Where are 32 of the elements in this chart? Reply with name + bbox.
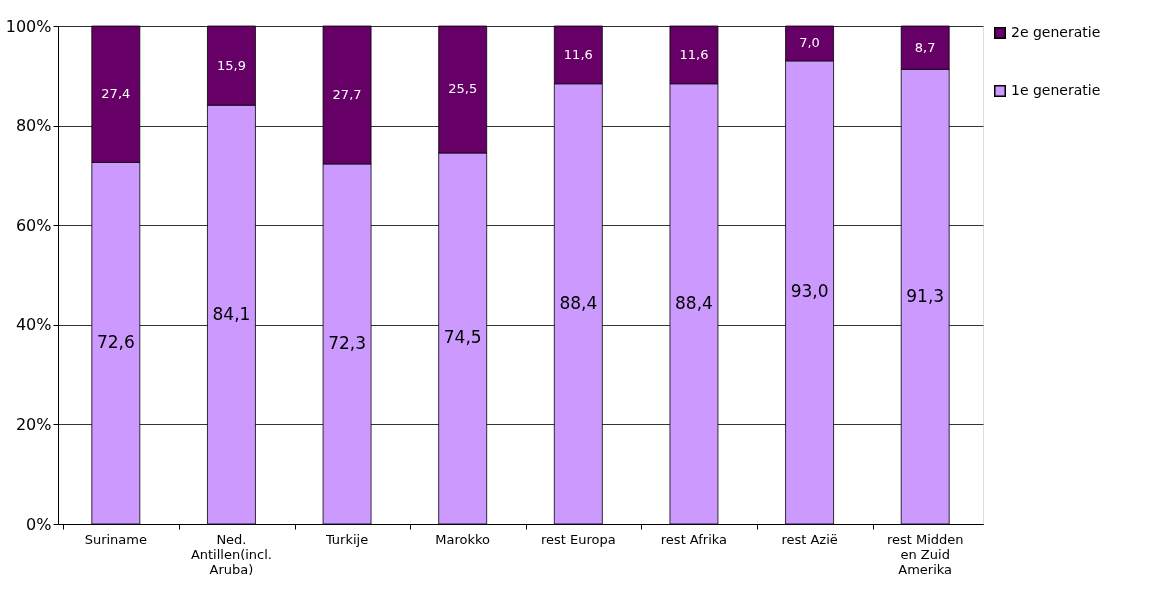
data-label: 84,1 [212, 303, 251, 324]
x-tick-label: rest Afrika [660, 531, 728, 547]
legend-label: 1e generatie [1011, 82, 1101, 98]
x-tick-label: rest Europa [540, 531, 616, 547]
x-tick-label: Suriname [84, 531, 147, 547]
x-tick-label: rest Azië [781, 531, 838, 547]
data-label: 93,0 [790, 281, 829, 302]
y-tick-label: 20% [15, 414, 52, 434]
data-label: 72,6 [96, 332, 135, 353]
data-label: 15,9 [216, 57, 246, 73]
data-label: 25,5 [448, 81, 478, 97]
y-tick-label: 100% [5, 16, 52, 36]
data-label: 88,4 [559, 292, 598, 313]
y-tick-label: 80% [15, 116, 52, 136]
data-label: 91,3 [906, 285, 945, 306]
y-tick-label: 40% [15, 315, 52, 335]
data-label: 7,0 [799, 35, 820, 51]
legend-label: 2e generatie [1011, 24, 1101, 40]
data-label: 11,6 [679, 46, 709, 62]
x-tick-label: Ned. Antillen(incl. Aruba) [190, 531, 272, 577]
data-label: 88,4 [675, 292, 713, 313]
y-tick-label: 60% [15, 215, 52, 235]
y-tick-label: 0% [26, 514, 52, 534]
data-label: 11,6 [563, 46, 593, 62]
data-label: 27,4 [101, 86, 131, 102]
x-tick-label: Turkije [324, 531, 369, 547]
data-label: 27,7 [332, 86, 362, 102]
data-label: 8,7 [914, 39, 936, 55]
x-tick-label: rest Midden en Zuid Amerika [886, 531, 964, 577]
x-tick-label: Marokko [435, 531, 491, 547]
data-label: 72,3 [328, 332, 366, 353]
data-label: 74,5 [443, 327, 482, 348]
